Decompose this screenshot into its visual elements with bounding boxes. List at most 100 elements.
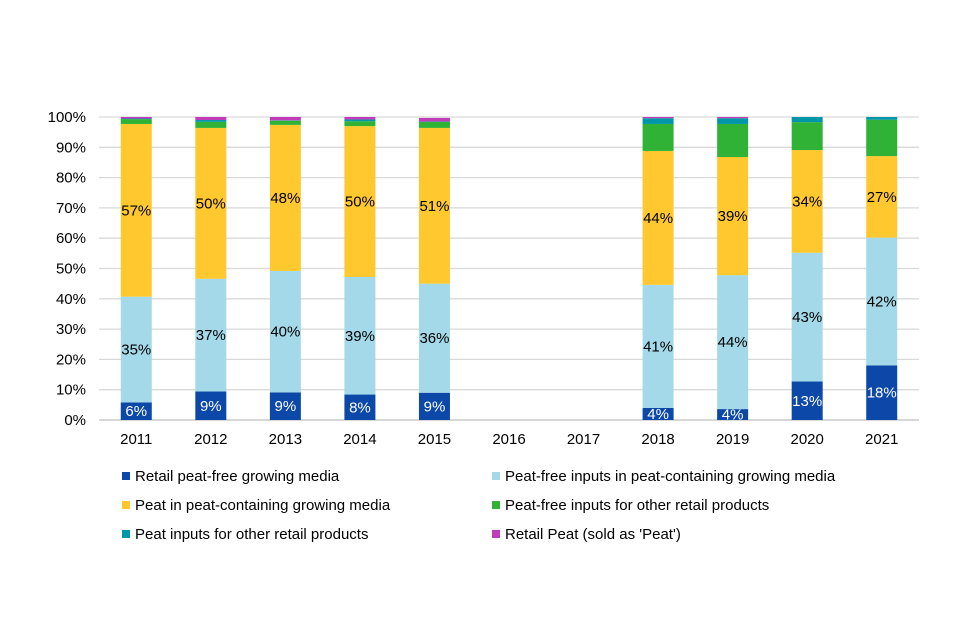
bar-segment — [791, 117, 823, 123]
bar-segment — [418, 283, 450, 393]
data-label: 9% — [424, 398, 446, 415]
bar-segment — [717, 117, 749, 119]
data-label: 8% — [349, 399, 371, 416]
x-tick-label: 2019 — [716, 431, 749, 448]
data-label: 9% — [275, 398, 297, 415]
bar-segment — [866, 237, 898, 366]
bar-segment — [418, 127, 450, 284]
bar-segment — [269, 124, 301, 271]
legend-swatch — [492, 501, 500, 509]
bar-segment — [717, 123, 749, 157]
bar-segment — [791, 381, 823, 420]
bar-segment — [120, 123, 152, 297]
bar-segment — [642, 123, 674, 151]
bar-segment — [195, 117, 227, 121]
y-tick-label: 80% — [56, 170, 86, 187]
x-tick-label: 2018 — [641, 431, 674, 448]
x-tick-label: 2021 — [865, 431, 898, 448]
legend-label: Peat-free inputs for other retail produc… — [505, 496, 770, 514]
data-label: 50% — [345, 194, 375, 211]
data-label: 34% — [792, 193, 822, 210]
y-tick-label: 100% — [48, 109, 86, 126]
bar-segment — [418, 117, 450, 122]
data-label: 51% — [419, 198, 449, 215]
y-tick-label: 50% — [56, 261, 86, 278]
bar-segment — [717, 275, 749, 410]
y-tick-label: 60% — [56, 230, 86, 247]
bar-segment — [866, 156, 898, 238]
legend-swatch — [122, 530, 130, 538]
data-label: 44% — [643, 210, 673, 227]
data-label: 37% — [196, 327, 226, 344]
bar-segment — [642, 407, 674, 420]
legend-item: Retail peat-free growing media — [122, 466, 492, 486]
y-tick-label: 90% — [56, 139, 86, 156]
data-label: 50% — [196, 195, 226, 212]
bar-segment — [791, 122, 823, 151]
data-label: 36% — [419, 330, 449, 347]
legend-item: Peat in peat-containing growing media — [122, 495, 492, 515]
legend-item: Peat-free inputs in peat-containing grow… — [492, 466, 892, 486]
bar-segment — [344, 276, 376, 395]
data-label: 43% — [792, 309, 822, 326]
stacked-bar-chart: 0% 10% 20% 30% 40% 50% 60% 70% 80% 90% 100% 2011 6% 3… — [48, 109, 919, 448]
legend-item: Retail Peat (sold as 'Peat') — [492, 524, 892, 544]
data-label: 27% — [867, 189, 897, 206]
y-tick-label: 0% — [64, 412, 86, 429]
legend-label: Peat-free inputs in peat-containing grow… — [505, 467, 836, 485]
bar-segment — [120, 402, 152, 420]
data-label: 41% — [643, 338, 673, 355]
legend-label: Retail peat-free growing media — [135, 467, 340, 485]
bar-segment — [269, 120, 301, 125]
data-label: 13% — [792, 393, 822, 410]
data-label: 9% — [200, 398, 222, 415]
x-tick-label: 2012 — [194, 431, 227, 448]
legend-swatch — [122, 472, 130, 480]
legend-swatch — [122, 501, 130, 509]
bar-segment — [866, 117, 898, 120]
y-tick-label: 20% — [56, 351, 86, 368]
bar-segment — [195, 121, 227, 128]
legend-label: Peat inputs for other retail products — [135, 525, 369, 543]
bar-segment — [120, 119, 152, 124]
bar-segment — [344, 119, 376, 122]
legend: Retail peat-free growing media Peat-free … — [122, 466, 922, 544]
bar-segment — [269, 117, 301, 121]
bar-segment — [344, 394, 376, 420]
bar-segment — [195, 278, 227, 392]
bar-segment — [344, 126, 376, 277]
x-tick-label: 2020 — [790, 431, 823, 448]
bar-segment — [642, 118, 674, 124]
data-label: 18% — [867, 385, 897, 402]
data-label: 39% — [718, 208, 748, 225]
data-label: 35% — [121, 342, 151, 359]
legend-item: Peat-free inputs for other retail produc… — [492, 495, 892, 515]
bar-segment — [344, 121, 376, 127]
data-label: 57% — [121, 202, 151, 219]
bar-segment — [418, 121, 450, 128]
bar-segment — [269, 270, 301, 393]
data-label: 48% — [270, 190, 300, 207]
data-label: 39% — [345, 328, 375, 345]
bar-segment — [269, 392, 301, 420]
data-label: 42% — [867, 294, 897, 311]
data-label: 6% — [125, 403, 147, 420]
x-tick-label: 2011 — [120, 431, 152, 448]
legend-item: Peat inputs for other retail products — [122, 524, 492, 544]
legend-label: Peat in peat-containing growing media — [135, 496, 391, 514]
data-label: 44% — [718, 334, 748, 351]
bar-segment — [642, 117, 674, 119]
y-tick-label: 40% — [56, 291, 86, 308]
x-tick-label: 2014 — [343, 431, 376, 448]
bar-segment — [195, 127, 227, 279]
bar-segment — [866, 119, 898, 157]
y-tick-label: 30% — [56, 321, 86, 338]
legend-swatch — [492, 472, 500, 480]
data-label: 40% — [270, 324, 300, 341]
bar-segment — [642, 284, 674, 408]
x-tick-label: 2017 — [567, 431, 600, 448]
y-tick-label: 10% — [56, 382, 86, 399]
bar-segment — [717, 118, 749, 124]
bar-segment — [195, 120, 227, 122]
